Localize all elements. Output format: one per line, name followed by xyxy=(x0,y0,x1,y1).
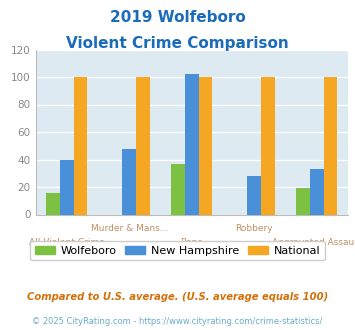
Text: Rape: Rape xyxy=(180,238,203,247)
Bar xyxy=(310,169,323,214)
Text: Robbery: Robbery xyxy=(235,224,273,233)
Text: Murder & Mans...: Murder & Mans... xyxy=(91,224,168,233)
Bar xyxy=(261,77,275,214)
Bar xyxy=(136,77,150,214)
Text: © 2025 CityRating.com - https://www.cityrating.com/crime-statistics/: © 2025 CityRating.com - https://www.city… xyxy=(32,317,323,326)
Bar xyxy=(122,148,136,214)
Bar xyxy=(323,77,337,214)
Bar xyxy=(73,77,87,214)
Bar xyxy=(296,188,310,214)
Bar xyxy=(185,74,198,215)
Legend: Wolfeboro, New Hampshire, National: Wolfeboro, New Hampshire, National xyxy=(31,241,324,260)
Bar xyxy=(247,176,261,214)
Bar xyxy=(60,159,73,214)
Bar xyxy=(171,164,185,214)
Text: Compared to U.S. average. (U.S. average equals 100): Compared to U.S. average. (U.S. average … xyxy=(27,292,328,302)
Bar xyxy=(46,192,60,214)
Text: Violent Crime Comparison: Violent Crime Comparison xyxy=(66,36,289,51)
Bar xyxy=(198,77,212,214)
Text: Aggravated Assault: Aggravated Assault xyxy=(272,238,355,247)
Text: 2019 Wolfeboro: 2019 Wolfeboro xyxy=(110,10,245,25)
Text: All Violent Crime: All Violent Crime xyxy=(29,238,105,247)
